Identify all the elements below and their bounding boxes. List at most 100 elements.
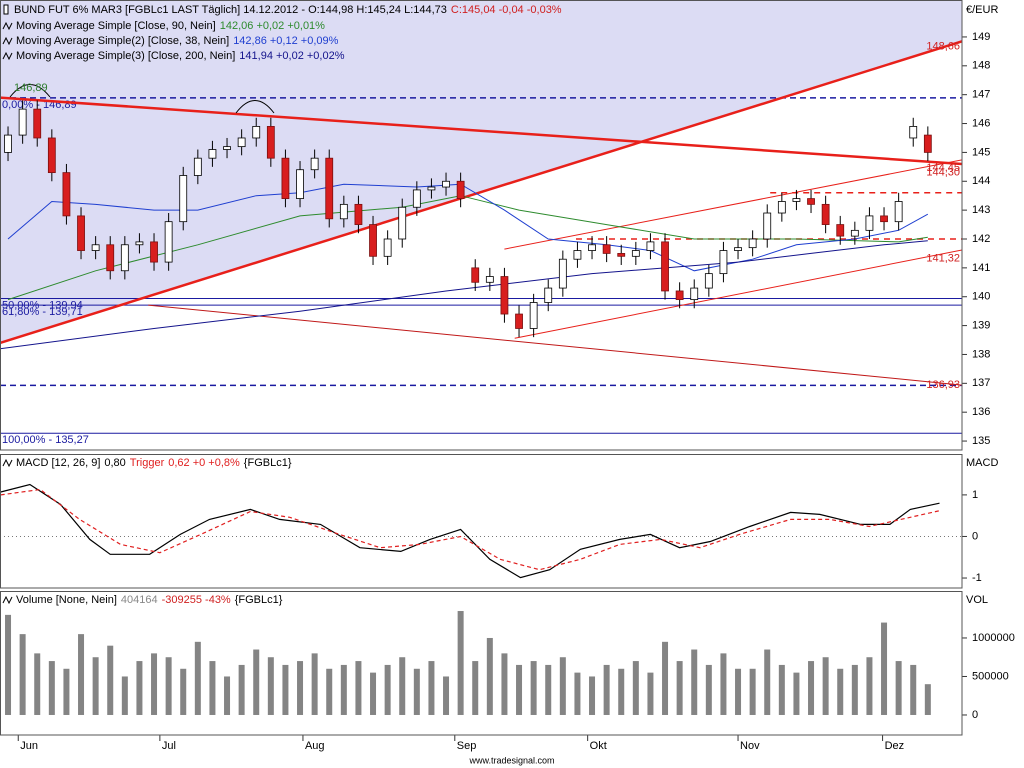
candle-body — [690, 287, 699, 301]
volume-bar — [530, 661, 537, 715]
candle-body — [427, 186, 436, 191]
legend-icon — [3, 4, 9, 15]
y-tick-label: 0 — [972, 709, 978, 721]
y-tick-label: 144 — [972, 175, 990, 187]
macd-panel-frame — [0, 454, 963, 589]
legend-icon — [2, 51, 13, 61]
candle-body — [544, 287, 553, 303]
candle-body — [500, 276, 509, 315]
x-tick-label: Nov — [740, 740, 760, 752]
candle-body — [208, 149, 217, 159]
volume-bar — [662, 641, 669, 715]
legend-line: MACD [12, 26, 9] 0,80 Trigger 0,62 +0 +0,8%… — [16, 457, 292, 469]
legend-line: Moving Average Simple [Close, 90, Nein] 1… — [16, 20, 325, 32]
volume-bar — [472, 661, 479, 715]
candle-body — [62, 172, 71, 217]
volume-bar — [778, 664, 785, 715]
pivot-label: 146,89 — [14, 82, 48, 94]
volume-bar — [705, 664, 712, 715]
legend-title: BUND FUT 6% MAR3 [FGBLc1 LAST Täglich] 1… — [14, 4, 447, 16]
y-axis-unit: €/EUR — [966, 4, 998, 16]
y-tick-label: 143 — [972, 204, 990, 216]
volume-bar — [603, 664, 610, 715]
y-tick-label: 149 — [972, 31, 990, 43]
x-tick-label: Jul — [162, 740, 176, 752]
candle-body — [558, 258, 567, 289]
y-tick-label: 135 — [972, 435, 990, 447]
candle-body — [266, 126, 275, 159]
candle-body — [106, 244, 115, 272]
volume-bar — [676, 661, 683, 715]
trend-line — [504, 159, 962, 250]
volume-panel-frame — [0, 591, 963, 736]
volume-bar — [735, 668, 742, 715]
candle-body — [777, 201, 786, 214]
legend-icon — [2, 458, 13, 468]
legend-line: Moving Average Simple(3) [Close, 200, Ne… — [16, 50, 345, 62]
trend-line — [0, 96, 962, 166]
volume-bar — [355, 661, 362, 715]
y-tick-label: 500000 — [972, 670, 1009, 682]
volume-bar — [486, 637, 493, 715]
candle-body — [164, 221, 173, 263]
volume-bar — [881, 622, 888, 715]
volume-bar — [589, 676, 596, 715]
candle-body — [47, 137, 56, 174]
candle-body — [369, 224, 377, 257]
panel — [5, 611, 931, 715]
moving-average-line — [7, 195, 928, 301]
candle-body — [91, 244, 100, 251]
price-panel-frame — [0, 0, 963, 451]
volume-bar — [559, 657, 566, 715]
candle-body — [77, 215, 85, 251]
moving-average-line — [7, 183, 929, 272]
y-tick-label: 137 — [972, 377, 990, 389]
volume-bar — [165, 657, 172, 715]
legend-value: 404164 — [121, 594, 158, 606]
volume-bar — [720, 653, 727, 715]
legend-source: {FGBLc1} — [244, 457, 292, 469]
candle-body — [763, 212, 772, 240]
candle-body — [325, 157, 334, 220]
macd-line — [0, 488, 940, 571]
y-tick-label: 146 — [972, 117, 990, 129]
y-tick-label: 140 — [972, 291, 990, 303]
candle-body — [588, 244, 596, 251]
y-tick-label: 145 — [972, 146, 990, 158]
trend-line — [514, 249, 962, 339]
y-tick-label: 139 — [972, 319, 990, 331]
legend-name: Volume [None, Nein] — [16, 594, 117, 606]
volume-bar — [413, 668, 420, 715]
y-tick-label: 147 — [972, 89, 990, 101]
volume-bar — [78, 634, 85, 715]
price-label: 141,32 — [926, 253, 960, 265]
trend-line — [0, 40, 962, 345]
y-tick-label: 136 — [972, 406, 990, 418]
legend-name: Moving Average Simple [Close, 90, Nein] — [16, 20, 216, 32]
volume-bar — [545, 664, 552, 715]
legend-name: Moving Average Simple(2) [Close, 38, Nei… — [16, 35, 229, 47]
panel — [0, 483, 962, 579]
y-tick-label: 0 — [972, 530, 978, 542]
candle-body — [412, 189, 421, 208]
volume-bar — [822, 657, 829, 715]
pivot-arc — [235, 100, 275, 114]
candle-body — [237, 137, 246, 148]
volume-bar — [340, 664, 347, 715]
price-label: 144,45 — [926, 162, 960, 174]
x-tick-label: Jun — [20, 740, 38, 752]
candle-body — [850, 229, 859, 237]
volume-bar — [501, 653, 508, 715]
volume-bar — [34, 653, 41, 715]
candle-body — [836, 224, 845, 237]
y-tick-label: 1 — [972, 489, 978, 501]
legend-icon — [2, 21, 13, 31]
candle-body — [18, 108, 27, 136]
moving-average-line — [0, 240, 928, 350]
candle-body — [894, 201, 903, 223]
candle-body — [602, 244, 611, 254]
candle-body — [719, 250, 728, 275]
